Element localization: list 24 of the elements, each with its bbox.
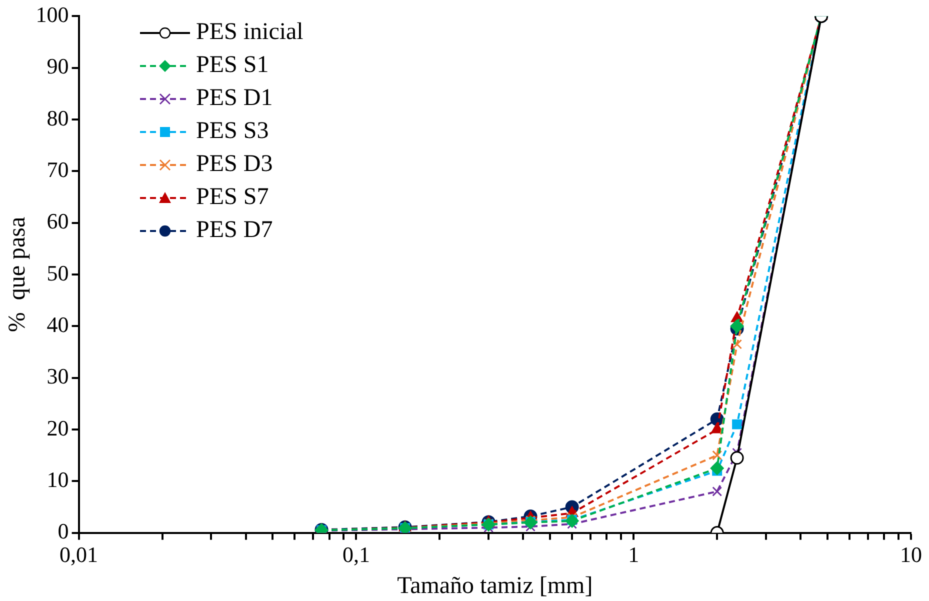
y-tick-label: 90 (46, 54, 69, 79)
legend-label: PES D3 (196, 150, 273, 179)
legend-label: PES inicial (196, 18, 304, 47)
x-tick-label: 10 (900, 542, 922, 567)
legend-label: PES D7 (196, 216, 273, 245)
x-axis-title: Tamaño tamiz [mm] (397, 572, 593, 599)
y-tick-label: 70 (46, 156, 69, 182)
legend-label: PES D1 (196, 84, 273, 113)
x-tick-label: 0,1 (342, 542, 370, 567)
legend-label: PES S7 (196, 183, 269, 212)
y-tick-label: 40 (46, 312, 69, 337)
y-tick-label: 10 (46, 466, 69, 492)
y-tick-label: 50 (46, 260, 69, 286)
y-tick-label: 0 (58, 518, 69, 544)
y-tick-label: 30 (46, 364, 69, 389)
x-tick-label: 0,01 (60, 542, 98, 567)
y-tick-label: 80 (46, 105, 69, 130)
y-tick-label: 100 (36, 2, 69, 27)
y-axis-title: % que pasa (4, 216, 31, 332)
y-tick-label: 20 (46, 415, 69, 440)
legend-label: PES S3 (196, 117, 269, 146)
legend-label: PES S1 (196, 51, 269, 80)
x-tick-label: 1 (628, 542, 640, 567)
y-tick-label: 60 (46, 208, 69, 234)
